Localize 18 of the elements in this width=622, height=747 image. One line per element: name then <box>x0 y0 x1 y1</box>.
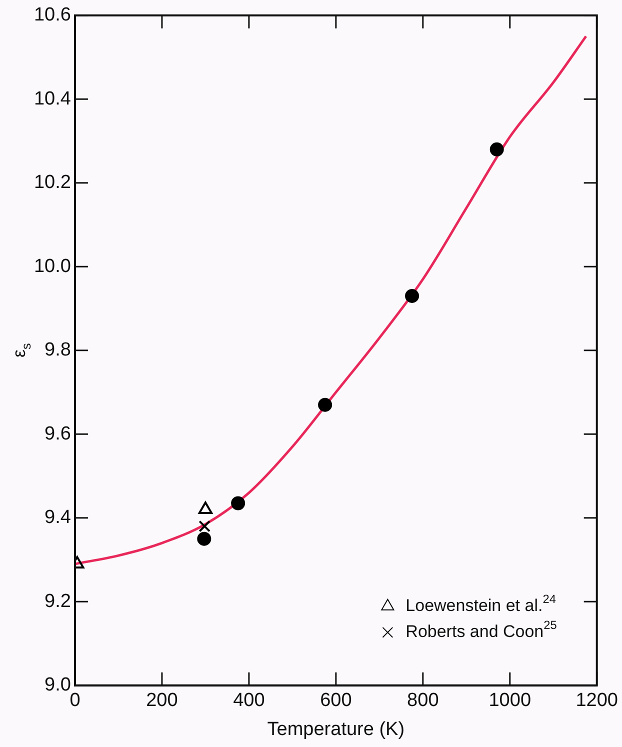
y-tick-label: 9.0 <box>44 674 71 696</box>
y-tick-label: 9.6 <box>44 423 71 444</box>
y-tick-label: 10.6 <box>34 4 71 26</box>
y-axis-title: εs <box>8 343 34 358</box>
x-tick-label: 200 <box>146 690 178 712</box>
y-tick-label: 9.2 <box>44 590 71 612</box>
x-tick-label: 400 <box>233 690 265 712</box>
y-tick-label: 10.2 <box>34 172 71 194</box>
y-tick-label: 10.4 <box>34 88 72 110</box>
x-tick-label: 0 <box>70 690 80 712</box>
x-tick-label: 1200 <box>576 690 618 712</box>
y-tick-label: 10.0 <box>34 256 71 277</box>
x-tick-label: 600 <box>320 690 352 712</box>
y-tick-label: 9.8 <box>44 340 71 361</box>
x-tick-label: 800 <box>407 690 439 712</box>
x-axis-title: Temperature (K) <box>267 718 405 740</box>
y-tick-label: 9.4 <box>44 507 72 528</box>
x-tick-label: 1000 <box>488 690 532 712</box>
